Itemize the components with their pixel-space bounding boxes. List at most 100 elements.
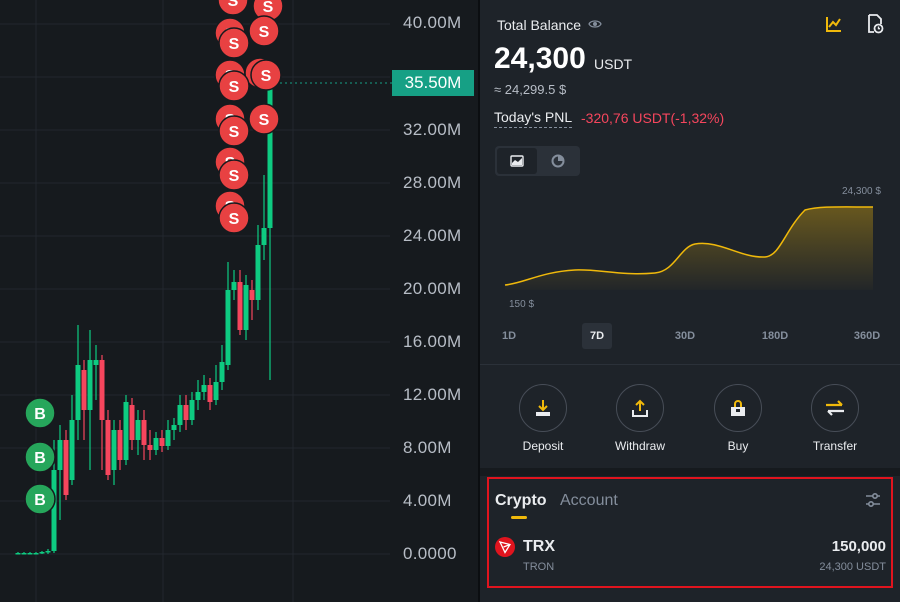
- sell-marker-circle: [218, 159, 250, 191]
- chart-max-label: 24,300 $: [842, 186, 881, 197]
- candle-body: [195, 392, 201, 400]
- y-axis-label: 20.00M: [403, 279, 462, 298]
- candle-body: [63, 440, 69, 495]
- range-tab-360d[interactable]: 360D: [853, 330, 881, 342]
- candle-body: [135, 420, 141, 440]
- current-price-tag: 35.50M: [392, 70, 474, 96]
- candle-body: [75, 365, 81, 420]
- withdraw-label: Withdraw: [614, 439, 665, 453]
- balance-line: [504, 206, 874, 286]
- asset-symbol[interactable]: TRX: [523, 538, 555, 555]
- sell-marker: S: [259, 24, 270, 41]
- candle-body: [69, 420, 75, 480]
- sell-marker-circle: [250, 59, 282, 91]
- candle-body: [201, 385, 207, 392]
- sell-marker: S: [229, 168, 240, 185]
- y-axis-label: 8.00M: [403, 438, 452, 457]
- chart-canvas: BBBSSSSSSSSSSSSSSSS: [0, 0, 392, 602]
- candle-body: [27, 553, 33, 555]
- wallet-panel: Total Balance 24,300 USDT ≈ 24,299.5 $ T…: [480, 0, 900, 602]
- chart-type-switch: [495, 146, 580, 176]
- eye-icon[interactable]: [588, 18, 602, 30]
- transfer-label: Transfer: [812, 439, 858, 453]
- line-chart-tab[interactable]: [497, 148, 537, 174]
- balance-unit[interactable]: USDT: [594, 56, 633, 72]
- candle-body: [237, 282, 243, 330]
- candle-body: [93, 360, 99, 365]
- active-tab-indicator: [511, 516, 527, 519]
- sell-marker: S: [259, 112, 270, 129]
- candle-body: [99, 360, 105, 420]
- candle-body: [171, 425, 177, 430]
- sell-marker: S: [229, 124, 240, 141]
- sell-marker-circle: [217, 0, 249, 16]
- deposit-button[interactable]: Deposit: [503, 384, 583, 453]
- filter-icon[interactable]: [864, 491, 882, 509]
- asset-amount: 150,000: [831, 538, 886, 555]
- candle-body: [15, 553, 21, 555]
- deposit-icon: [536, 400, 550, 416]
- buy-marker-circle: [24, 441, 56, 473]
- sell-marker: S: [229, 211, 240, 228]
- candle-body: [147, 445, 153, 450]
- candle-body: [249, 290, 255, 300]
- chart-toggle-icon[interactable]: [825, 15, 843, 33]
- sell-marker: S: [229, 36, 240, 53]
- candle-body: [51, 470, 57, 551]
- pie-chart-icon: [551, 154, 565, 168]
- candle-body: [21, 553, 27, 555]
- candle-body: [33, 553, 39, 555]
- candle-body: [111, 430, 117, 470]
- candle-body: [255, 245, 261, 300]
- balance-area-fill: [505, 206, 873, 290]
- asset-name: TRON: [523, 561, 555, 573]
- withdraw-button[interactable]: Withdraw: [600, 384, 680, 453]
- tab-crypto[interactable]: Crypto: [495, 492, 547, 509]
- range-tab-1d[interactable]: 1D: [501, 330, 517, 342]
- range-tab-180d[interactable]: 180D: [761, 330, 789, 342]
- buy-marker-circle: [24, 397, 56, 429]
- panel-divider: [478, 0, 480, 602]
- chart-min-label: 150 $: [509, 299, 535, 310]
- candle-body: [165, 430, 171, 446]
- y-axis-label: 12.00M: [403, 385, 462, 404]
- range-tab-30d[interactable]: 30D: [674, 330, 696, 342]
- buy-icon: [731, 400, 745, 416]
- candle-body: [39, 552, 45, 554]
- candlestick-chart[interactable]: BBBSSSSSSSSSSSSSSSS 40.00M 32.00M 28.00M…: [0, 0, 478, 602]
- candle-body: [87, 360, 93, 410]
- pie-chart-tab[interactable]: [538, 148, 578, 174]
- y-axis-label: 24.00M: [403, 226, 462, 245]
- candle-body: [123, 402, 129, 460]
- tab-account[interactable]: Account: [560, 492, 618, 509]
- buy-marker: B: [34, 406, 46, 423]
- pnl-label[interactable]: Today's PNL: [494, 109, 573, 128]
- candle-body: [243, 285, 249, 330]
- buy-label: Buy: [727, 439, 749, 453]
- sell-marker-circle: [248, 15, 280, 47]
- y-axis-label: 40.00M: [403, 13, 462, 32]
- balance-area-chart[interactable]: [480, 180, 900, 300]
- transfer-button[interactable]: Transfer: [795, 384, 875, 453]
- approx-fiat-value: ≈ 24,299.5 $: [494, 82, 567, 97]
- withdraw-icon: [632, 399, 648, 417]
- candle-body: [189, 400, 195, 420]
- total-balance-label: Total Balance: [497, 17, 582, 33]
- buy-marker-circle: [24, 483, 56, 515]
- candle-body: [117, 430, 123, 460]
- total-balance-value: 24,300: [494, 42, 586, 75]
- candle-body: [159, 438, 165, 446]
- transfer-icon: [826, 400, 844, 416]
- asset-value: 24,300 USDT: [819, 561, 886, 573]
- y-axis-label: 4.00M: [403, 491, 452, 510]
- section-separator: [480, 468, 900, 476]
- buy-button[interactable]: Buy: [698, 384, 778, 453]
- y-axis-label: 16.00M: [403, 332, 462, 351]
- y-axis-label: 0.0000: [403, 544, 457, 563]
- sell-marker-circle: [218, 202, 250, 234]
- candle-body: [129, 405, 135, 440]
- range-tab-7d[interactable]: 7D: [582, 323, 612, 349]
- candle-body: [219, 362, 225, 382]
- sell-marker: S: [228, 0, 239, 10]
- history-icon[interactable]: [866, 14, 884, 34]
